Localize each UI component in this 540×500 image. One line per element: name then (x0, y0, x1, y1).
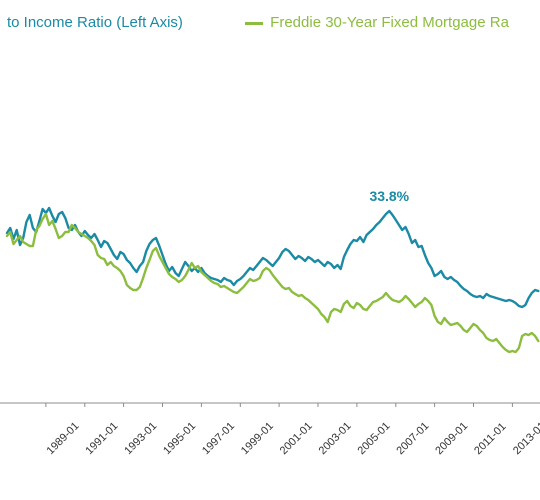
legend-label-mortgage-rate: Freddie 30-Year Fixed Mortgage Ra (270, 14, 509, 31)
x-tick-label: 2003-01 (317, 420, 354, 457)
series-line-0 (5, 206, 540, 309)
x-tick-label: 1993-01 (122, 420, 159, 457)
x-tick-label: 1991-01 (83, 420, 120, 457)
x-tick-label: 2001-01 (278, 420, 315, 457)
x-tick-label: 1999-01 (239, 420, 276, 457)
x-tick-label: 1995-01 (161, 420, 198, 457)
x-tick-label: 2013-01 (511, 420, 540, 457)
x-tick-label: 2007-01 (394, 420, 431, 457)
series-line-1 (5, 212, 540, 354)
x-tick-label: 1997-01 (200, 420, 237, 457)
x-tick-label: 2011-01 (472, 421, 508, 457)
legend-label-ratio: to Income Ratio (Left Axis) (7, 14, 183, 31)
x-tick-label: 2009-01 (433, 420, 470, 457)
legend-item-ratio: to Income Ratio (Left Axis) (7, 14, 183, 31)
legend-item-mortgage-rate: Freddie 30-Year Fixed Mortgage Ra (245, 14, 509, 31)
x-tick-label: 1989-01 (45, 420, 82, 457)
peak-annotation-label: 33.8% (369, 188, 409, 204)
legend-swatch-mortgage-rate (245, 21, 263, 25)
x-tick-label: 2005-01 (356, 420, 393, 457)
